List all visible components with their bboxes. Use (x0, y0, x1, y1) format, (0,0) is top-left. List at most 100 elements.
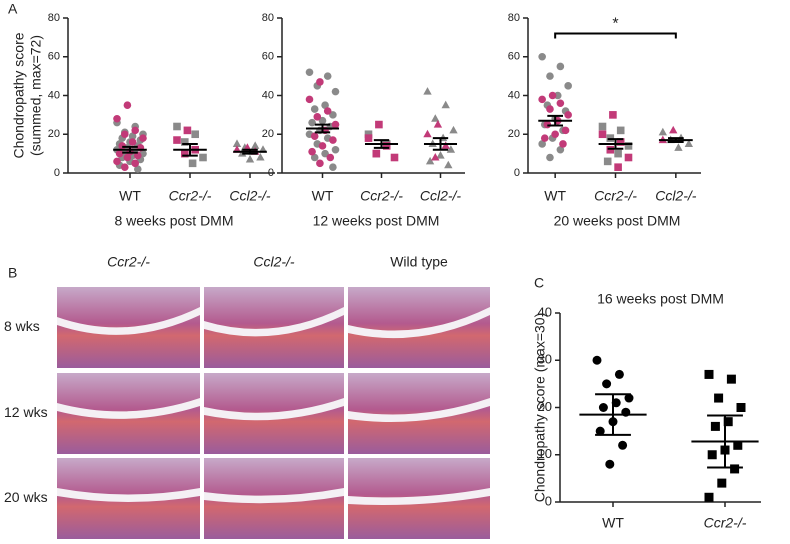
x-axis-label: 20 weeks post DMM (554, 213, 681, 229)
data-point (305, 68, 314, 77)
data-point (618, 440, 628, 450)
data-point (605, 459, 615, 469)
y-tick-label: 10 (538, 446, 552, 461)
x-tick-label: Ccl2-/- (655, 188, 697, 204)
y-tick-label: 0 (545, 493, 552, 508)
error-bar (242, 148, 258, 155)
data-point (564, 82, 572, 90)
y-tick-label: 0 (268, 167, 274, 179)
data-point (310, 153, 319, 162)
data-point (614, 369, 624, 379)
x-tick-label: Ccr2-/- (360, 188, 403, 204)
joint-space (204, 307, 344, 337)
data-point (113, 114, 121, 123)
data-point (592, 355, 602, 365)
data-point (181, 149, 189, 158)
error-bar (707, 414, 743, 469)
data-point (433, 120, 443, 128)
data-point (318, 142, 327, 150)
data-point (658, 127, 668, 136)
column-header: Wild type (390, 254, 448, 270)
data-point (318, 116, 327, 125)
significance-label: * (612, 16, 618, 33)
column-header: Ccl2-/- (253, 254, 295, 270)
data-point (449, 125, 458, 134)
data-point (364, 130, 373, 139)
x-tick-label: Ccr2-/- (169, 188, 212, 204)
data-point (173, 136, 181, 144)
data-point (323, 72, 332, 80)
data-point (733, 440, 743, 450)
data-point (134, 151, 142, 160)
error-bar (607, 138, 624, 150)
row-label: 12 wks (4, 404, 48, 420)
data-point (131, 126, 139, 135)
row-label: 8 wks (4, 318, 40, 334)
y-axis-label: Chondropathy score (11, 32, 27, 158)
x-tick-label: Ccl2-/- (229, 188, 271, 204)
data-point (553, 91, 562, 100)
chart-title: 16 weeks post DMM (597, 291, 724, 307)
data-point (121, 130, 129, 139)
data-point (326, 153, 335, 162)
data-point (446, 145, 456, 153)
y-tick-label: 80 (508, 12, 520, 24)
joint-space (204, 398, 344, 421)
data-point (717, 478, 727, 488)
data-point (714, 393, 724, 403)
error-bar (182, 142, 198, 157)
y-tick-label: 80 (262, 12, 274, 24)
y-tick-label: 60 (48, 51, 60, 63)
data-point (310, 105, 319, 113)
x-tick-label: WT (312, 188, 334, 204)
data-point (730, 464, 740, 474)
y-axis-label: Chondropathy score (max=30) (532, 313, 548, 503)
error-bar (667, 137, 684, 143)
y-tick-label: 40 (48, 89, 60, 101)
data-point (609, 111, 617, 119)
x-tick-label: WT (544, 188, 566, 204)
data-point (431, 114, 440, 122)
data-point (331, 145, 340, 154)
y-tick-label: 20 (508, 128, 520, 140)
data-point (121, 163, 129, 171)
y-tick-label: 20 (538, 399, 552, 414)
x-tick-label: WT (119, 188, 141, 204)
error-bar (373, 139, 390, 149)
data-point (316, 159, 324, 168)
data-point (559, 140, 567, 148)
joint-space (348, 488, 490, 505)
data-point (710, 421, 720, 431)
data-point (614, 149, 622, 158)
data-point (364, 134, 373, 142)
data-point (131, 159, 139, 168)
y-axis-label: (summed, max=72) (28, 35, 44, 156)
x-tick-label: WT (602, 515, 624, 531)
x-tick-label: Ccr2-/- (704, 515, 747, 531)
x-tick-label: Ccr2-/- (594, 188, 637, 204)
data-point (382, 142, 391, 150)
data-point (548, 91, 557, 100)
data-point (556, 145, 565, 154)
data-point (308, 147, 316, 156)
data-point (444, 160, 453, 169)
data-point (310, 132, 319, 140)
data-point (602, 379, 612, 389)
data-point (538, 140, 546, 148)
error-bar (314, 123, 331, 134)
data-point (372, 149, 381, 158)
data-point (540, 134, 549, 142)
data-point (183, 126, 192, 135)
data-point (113, 157, 121, 166)
data-point (425, 156, 435, 165)
data-point (305, 95, 314, 104)
y-tick-label: 40 (538, 304, 552, 319)
data-point (556, 62, 565, 71)
data-point (329, 163, 337, 171)
data-point (684, 139, 694, 147)
x-axis-label: 12 weeks post DMM (313, 213, 440, 229)
joint-space (348, 307, 490, 339)
x-tick-label: Ccl2-/- (420, 188, 462, 204)
y-tick-label: 40 (262, 89, 274, 101)
